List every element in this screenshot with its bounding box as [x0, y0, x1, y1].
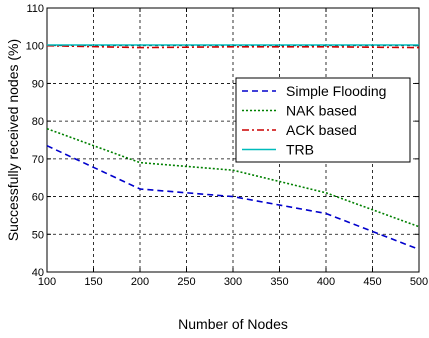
legend-box: [235, 77, 411, 163]
legend-label: NAK based: [286, 103, 357, 119]
series-lines: [46, 44, 420, 251]
legend-label: TRB: [286, 142, 314, 158]
y-tick-label: 110: [26, 3, 44, 15]
x-tick-label: 500: [410, 276, 428, 288]
x-axis-label: Number of Nodes: [178, 316, 288, 332]
x-tick-label: 300: [224, 276, 242, 288]
y-axis-label: Successfully received nodes (%): [5, 39, 21, 241]
x-tick-label: 250: [177, 276, 195, 288]
legend-label: Simple Flooding: [286, 83, 386, 99]
tick-labels: 100 150 200 250 300 350 400 450 500 40 50 60 70 80 90 1…: [26, 3, 429, 288]
series-line-ack-based: [46, 44, 420, 49]
plot-frame: [46, 7, 420, 273]
x-tick-label: 400: [317, 276, 335, 288]
series-line-simple-flooding: [46, 144, 420, 251]
legend: Simple Flooding NAK based ACK based TRB: [235, 77, 411, 163]
series-line-nak-based: [46, 127, 420, 228]
y-tick-label: 80: [32, 116, 44, 128]
y-tick-label: 60: [32, 192, 44, 204]
x-tick-label: 450: [363, 276, 381, 288]
y-tick-label: 100: [26, 41, 44, 53]
y-tick-label: 50: [32, 229, 44, 241]
y-tick-label: 40: [32, 267, 44, 279]
x-tick-label: 100: [38, 276, 56, 288]
x-tick-label: 150: [84, 276, 102, 288]
legend-label: ACK based: [286, 122, 357, 138]
y-tick-label: 90: [32, 78, 44, 90]
y-tick-label: 70: [32, 154, 44, 166]
x-tick-label: 350: [270, 276, 288, 288]
x-tick-label: 200: [131, 276, 149, 288]
